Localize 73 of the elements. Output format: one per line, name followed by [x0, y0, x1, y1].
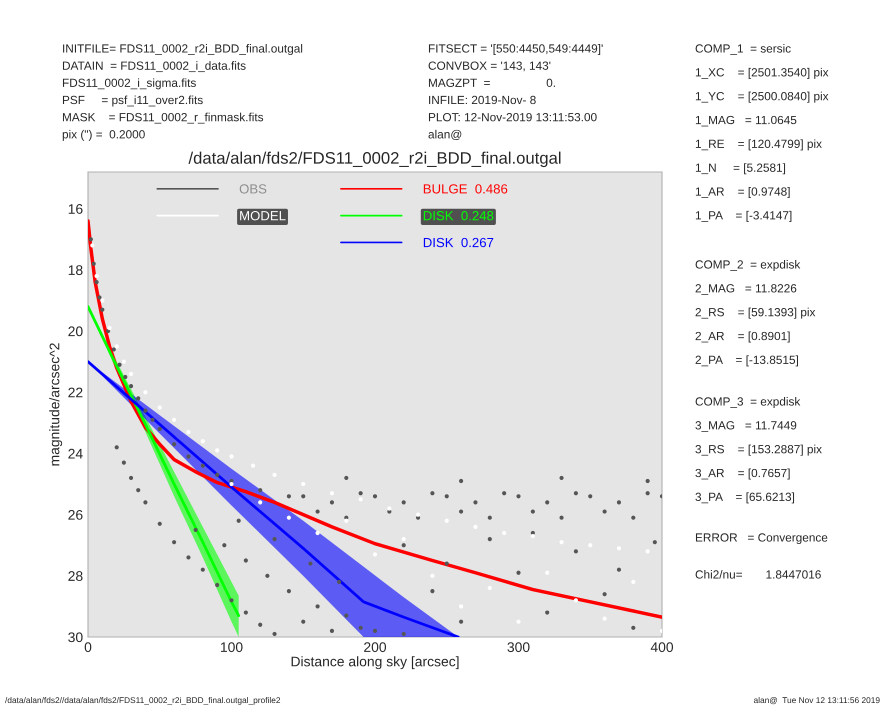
point [588, 543, 592, 548]
y-tick-label: 28 [68, 571, 83, 581]
point [143, 390, 148, 394]
point [200, 439, 205, 444]
legend-label: BULGE 0.486 [424, 184, 508, 194]
y-tick-label: 22 [68, 388, 82, 398]
text: ERROR = Convergence [696, 533, 828, 544]
point [387, 506, 392, 511]
y-tick-label: 16 [68, 204, 83, 214]
point [344, 518, 348, 523]
point [107, 326, 112, 330]
point [559, 540, 564, 544]
x-tick-label: 300 [507, 642, 530, 652]
point [301, 482, 306, 486]
point [158, 405, 162, 410]
y-tick-label: 26 [68, 510, 83, 520]
point [516, 620, 521, 624]
point [100, 298, 104, 303]
x-axis-title: Distance along sky [arcsec] [292, 656, 459, 670]
point [215, 448, 220, 452]
point [545, 570, 550, 575]
y-tick-label: 24 [68, 448, 83, 458]
point [94, 274, 99, 278]
point [430, 574, 434, 578]
point [286, 516, 291, 520]
legend-label: DISK 0.267 [424, 238, 494, 248]
point [128, 372, 134, 376]
x-tick-label: 0 [84, 642, 92, 652]
point [646, 549, 650, 554]
point [229, 482, 234, 486]
point [358, 497, 363, 502]
point [502, 530, 506, 536]
point [316, 530, 320, 536]
point [172, 418, 176, 422]
text: INITFILE= FDS11_0002_r2i_BDD_final.outgal DATAIN = FDS11_0002_i_data.fits FDS11_0002_i_sigma.fits PSF = psf_i11_over2.fits MASK = FDS11_0002_r_finmask.fits pix (") = 0.2000 [62, 44, 302, 141]
text: Chi2/nu= 1.8447016 [696, 570, 821, 579]
x-tick-label: 400 [650, 642, 674, 652]
point [459, 604, 464, 608]
y-tick-label: 30 [68, 632, 83, 642]
legend-label: DISK 0.248 [424, 211, 494, 220]
point [616, 546, 622, 550]
point [90, 243, 94, 248]
point [272, 472, 277, 477]
text: FITSECT = '[550:4450,549:4449]' CONVBOX = '143, 143' MAGZPT = 0. INFILE: 2019-Nov- 8 PLOT: 12-Nov-2019 13:11:53.00 alan@ [428, 44, 603, 140]
point [416, 512, 420, 517]
point [114, 344, 119, 348]
point [122, 360, 126, 364]
chart-title: /data/alan/fds2/FDS11_0002_r2i_BDD_final.outgal [188, 152, 560, 168]
text: COMP_2 = expdisk 2_MAG = 11.8226 2_RS = [59.1393] pix 2_AR = [0.8901] 2_PA = [-13.8515] [696, 260, 816, 366]
point [186, 430, 191, 434]
point [631, 580, 636, 584]
point [402, 537, 406, 542]
text: alan@ Tue Nov 12 13:11:56 2019 [754, 697, 880, 704]
point [574, 598, 578, 602]
point [372, 552, 378, 556]
legend-label: MODEL [240, 211, 286, 220]
point [229, 454, 234, 459]
y-tick-label: 18 [68, 265, 83, 276]
x-tick-label: 200 [364, 642, 386, 652]
point [250, 464, 256, 468]
point [602, 616, 607, 621]
point [488, 586, 492, 590]
legend-label: OBS [240, 184, 266, 194]
text: COMP_3 = expdisk 3_MAG = 11.7449 3_RS = [153.2887] pix 3_AR = [0.7657] 3_PA = [65.6213] [695, 397, 822, 504]
point [530, 534, 535, 538]
point [258, 500, 262, 504]
y-axis-title: magnitude/arcsec^2 [49, 343, 62, 466]
y-tick-label: 20 [68, 326, 83, 336]
text: /data/alan/fds2//data/alan/fds2/FDS11_0002_r2i_BDD_final.outgal_profile2 [5, 697, 280, 705]
point [330, 491, 334, 496]
x-tick-label: 100 [220, 642, 243, 652]
text: COMP_1 = sersic 1_XC = [2501.3540] pix 1_YC = [2500.0840] pix 1_MAG = 11.0645 1_RE = [120.4799] pix 1_N = [5.2581] 1_AR = [0.9748] 1_PA = [-3.4147] [696, 44, 828, 222]
point [473, 524, 478, 529]
